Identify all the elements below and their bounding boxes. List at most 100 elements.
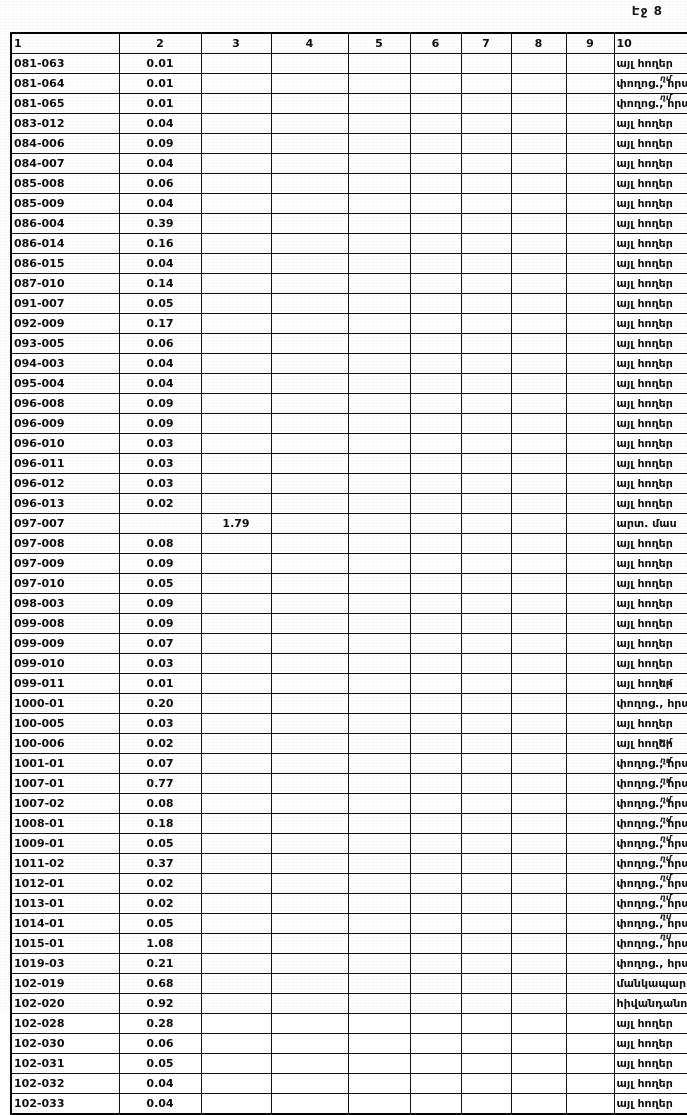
table-row[interactable]: 1011-020.37 փողոց., հրապ. xyxy=(10,853,687,874)
table-row[interactable]: 096-009 0.09 այլ հողեր xyxy=(10,413,687,434)
cell-col10: այլ հողեր xyxy=(613,613,687,634)
cell-col2: 0.06 xyxy=(118,173,202,194)
cell-col3 xyxy=(200,1033,272,1054)
table-row[interactable]: 1001-010.07 փողոց., հրապ. xyxy=(10,753,687,774)
cell-col10: այլ հողեր xyxy=(613,253,687,274)
table-row[interactable]: 097-007 1.79 արտ. մաս xyxy=(10,513,687,534)
margin-note: ղմ xyxy=(660,912,672,921)
cell-col9 xyxy=(565,913,615,934)
table-row[interactable]: 100-006 0.02 այլ հողեր xyxy=(10,733,687,754)
table-row[interactable]: 099-010 0.03 այլ հողեր xyxy=(10,653,687,674)
table-row[interactable]: 087-010 0.14 այլ հողեր xyxy=(10,273,687,294)
cell-col3 xyxy=(200,553,272,574)
table-row[interactable]: 085-008 0.06 այլ հողեր xyxy=(10,173,687,194)
table-row[interactable]: 1013-010.02 փողոց., հրապ. xyxy=(10,893,687,914)
cell-col9 xyxy=(565,393,615,414)
cell-col4 xyxy=(270,833,349,854)
table-row[interactable]: 099-008 0.09 այլ հողեր xyxy=(10,613,687,634)
cell-col4 xyxy=(270,373,349,394)
cell-col9 xyxy=(565,773,615,794)
cell-col8 xyxy=(510,653,567,674)
table-row[interactable]: 096-008 0.09 այլ հողեր xyxy=(10,393,687,414)
cell-col5 xyxy=(347,253,411,274)
cell-col7 xyxy=(460,1093,512,1115)
cell-col10: այլ հողեր xyxy=(613,533,687,554)
margin-note: ղմ xyxy=(660,892,672,902)
cell-col4 xyxy=(270,753,349,774)
cell-col10: այլ հողեր xyxy=(613,1033,687,1054)
table-row[interactable]: 099-011 0.01 այլ հողեր xyxy=(10,673,687,694)
table-row[interactable]: 102-031 0.05 այլ հողեր xyxy=(10,1053,687,1074)
cell-col8 xyxy=(510,433,567,454)
cell-col3 xyxy=(200,433,272,454)
table-row[interactable]: 1000-010.20 փողոց., հրապ. xyxy=(10,693,687,714)
cell-col7 xyxy=(460,313,512,334)
table-row[interactable]: 1008-010.18 փողոց., հրապ. xyxy=(10,813,687,834)
table-row[interactable]: 1007-020.08 փողոց., հրապ. xyxy=(10,793,687,814)
cell-col9 xyxy=(565,873,615,894)
table-row[interactable]: 096-011 0.03 այլ հողեր xyxy=(10,453,687,474)
cell-col3 xyxy=(200,673,272,694)
cell-col10: այլ հողեր xyxy=(613,453,687,474)
cell-col1: 099-008 xyxy=(10,613,120,634)
table-row[interactable]: 096-012 0.03 այլ հողեր xyxy=(10,473,687,494)
table-row[interactable]: 086-014 0.16 այլ հողեր xyxy=(10,233,687,254)
cell-col7 xyxy=(460,853,512,874)
table-row[interactable]: 091-007 0.05 այլ հողեր xyxy=(10,293,687,314)
cell-col6 xyxy=(409,593,462,614)
table-row[interactable]: 081-063 0.01 այլ հողեր xyxy=(10,53,687,74)
table-row[interactable]: 083-012 0.04 այլ հողեր xyxy=(10,113,687,134)
cell-col10: փողոց., հրապ. xyxy=(613,853,687,874)
table-row[interactable]: 097-008 0.08 այլ հողեր xyxy=(10,533,687,554)
table-row[interactable]: 1009-010.05 փողոց., հրապ. xyxy=(10,833,687,854)
cell-col4 xyxy=(270,193,349,214)
table-row[interactable]: 084-007 0.04 այլ հողեր xyxy=(10,153,687,174)
table-row[interactable]: 100-005 0.03 այլ հողեր xyxy=(10,713,687,734)
table-row[interactable]: 094-003 0.04 այլ հողեր xyxy=(10,353,687,374)
table-row[interactable]: 096-013 0.02 այլ հողեր xyxy=(10,493,687,514)
cell-col6 xyxy=(409,813,462,834)
table-row[interactable]: 096-010 0.03 այլ հողեր xyxy=(10,433,687,454)
table-row[interactable]: 1019-030.21 փողոց., հրապ. xyxy=(10,953,687,974)
table-row[interactable]: 085-009 0.04 այլ հողեր xyxy=(10,193,687,214)
cell-col1: 085-008 xyxy=(10,173,120,194)
table-row[interactable]: 099-009 0.07 այլ հողեր xyxy=(10,633,687,654)
cell-col4 xyxy=(270,873,349,894)
table-row[interactable]: 102-020 0.92 հիվանդանոց xyxy=(10,993,687,1014)
cell-col1: 096-012 xyxy=(10,473,120,494)
table-row[interactable]: 102-030 0.06 այլ հողեր xyxy=(10,1033,687,1054)
cell-col1: 102-020 xyxy=(10,993,120,1014)
table-row[interactable]: 097-009 0.09 այլ հողեր xyxy=(10,553,687,574)
table-row[interactable]: 084-006 0.09 այլ հողեր xyxy=(10,133,687,154)
table-row[interactable]: 102-032 0.04 այլ հողեր xyxy=(10,1073,687,1094)
cell-col10: այլ հողեր xyxy=(613,1073,687,1094)
data-table: 1 2 3 4 5 6 7 8 9 10 081-063 0.01 այլ հողեր 081-064 0… xyxy=(10,32,687,1115)
cell-col10: փողոց., հրապ. xyxy=(613,773,687,794)
table-row[interactable]: 093-005 0.06 այլ հողեր xyxy=(10,333,687,354)
table-row[interactable]: 097-010 0.05 այլ հողեր xyxy=(10,573,687,594)
table-row[interactable]: 102-028 0.28 այլ հողեր xyxy=(10,1013,687,1034)
table-row[interactable]: 095-004 0.04 այլ հողեր xyxy=(10,373,687,394)
table-row[interactable]: 092-009 0.17 այլ հողեր xyxy=(10,313,687,334)
table-row[interactable]: 086-015 0.04 այլ հողեր xyxy=(10,253,687,274)
cell-col8 xyxy=(510,973,567,994)
table-row[interactable]: 1015-011.08 փողոց., հրապ. xyxy=(10,933,687,954)
cell-col7 xyxy=(460,213,512,234)
cell-col9 xyxy=(565,813,615,834)
table-row[interactable]: 1012-010.02 փողոց., հրապ. xyxy=(10,873,687,894)
column-header-9: 9 xyxy=(565,32,615,54)
cell-col8 xyxy=(510,693,567,714)
cell-col2: 0.68 xyxy=(118,973,202,994)
cell-col5 xyxy=(347,333,411,354)
table-row[interactable]: 098-003 0.09 այլ հողեր xyxy=(10,593,687,614)
cell-col5 xyxy=(347,453,411,474)
table-row[interactable]: 1007-010.77 փողոց., հրապ. xyxy=(10,773,687,794)
table-row[interactable]: 102-033 0.04 այլ հողեր xyxy=(10,1093,687,1115)
table-row[interactable]: 1014-010.05 փողոց., հրապ. xyxy=(10,913,687,934)
table-row[interactable]: 086-004 0.39 այլ հողեր xyxy=(10,213,687,234)
cell-col1: 086-004 xyxy=(10,213,120,234)
cell-col10: փողոց., հրապ. xyxy=(613,93,687,114)
